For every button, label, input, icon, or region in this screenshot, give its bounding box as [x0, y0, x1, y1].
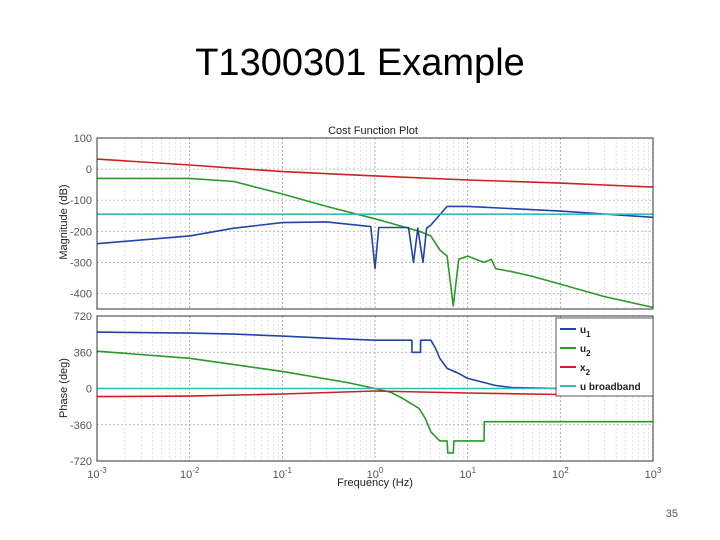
frequency-xtick-label: 103	[645, 466, 662, 481]
phase-series-u2	[96, 350, 653, 454]
phase-ytick-label: -720	[70, 456, 92, 468]
phase-ytick-label: -360	[70, 420, 92, 432]
magnitude-ylabel: Magnitude (dB)	[58, 184, 70, 259]
legend: u1 u2 x2 u broadband	[555, 317, 654, 397]
legend-label: x2	[580, 363, 591, 377]
page-number: 35	[665, 508, 678, 520]
frequency-xtick-label: 101	[459, 466, 476, 481]
magnitude-series-u2	[97, 177, 654, 309]
frequency-xlabel: Frequency (Hz)	[337, 477, 413, 489]
phase-ytick-label: 720	[74, 311, 92, 323]
magnitude-ytick-label: -300	[70, 257, 92, 269]
frequency-xtick-label: 10-3	[87, 466, 107, 481]
legend-box	[555, 317, 654, 397]
phase-ylabel: Phase (deg)	[58, 358, 70, 418]
magnitude-ytick-label: -400	[70, 288, 92, 300]
magnitude-ytick-label: 0	[86, 164, 92, 176]
magnitude-ytick-label: -200	[70, 226, 92, 238]
magnitude-frame	[96, 137, 654, 310]
phase-ytick-label: 0	[86, 384, 92, 396]
phase-series-u1	[96, 331, 653, 390]
magnitude-ytick-label: -100	[70, 195, 92, 207]
frequency-xtick-label: 10-1	[273, 466, 293, 481]
phase-ytick-label: 360	[74, 347, 92, 359]
legend-label: u2	[580, 344, 591, 358]
magnitude-series-x2	[96, 158, 654, 188]
frequency-xtick-label: 102	[552, 466, 569, 481]
plot-title: Cost Function Plot	[328, 125, 418, 137]
magnitude-series-u1	[96, 205, 654, 270]
magnitude-ytick-label: 100	[74, 133, 92, 145]
slide-title: T1300301 Example	[195, 42, 525, 84]
frequency-xtick-label: 10-2	[180, 466, 200, 481]
legend-label: u1	[580, 325, 591, 339]
magnitude-axes: 100 0 -100 -200 -300 -400	[70, 133, 654, 310]
legend-label: u broadband	[580, 382, 641, 393]
